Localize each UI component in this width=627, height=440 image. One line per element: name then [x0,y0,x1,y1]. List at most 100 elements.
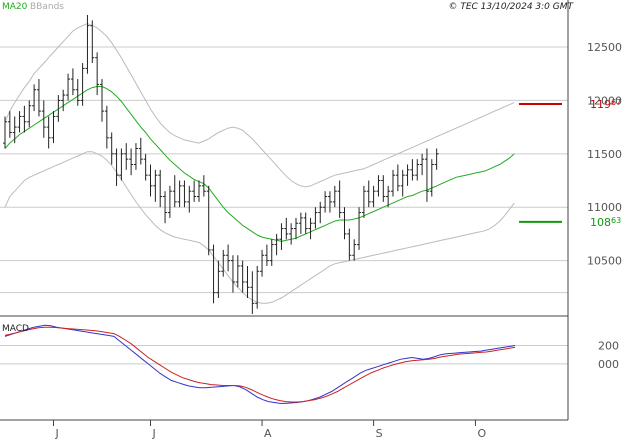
bollinger-bands [4,22,515,304]
ohlc-bar [230,255,235,293]
ohlc-bar [61,89,66,112]
ohlc-bar [381,175,386,202]
ohlc-bar [410,159,415,181]
ohlc-bar [386,185,391,208]
macd-line [4,324,516,404]
ohlc-bar [70,68,75,96]
price-bars [3,15,439,314]
ohlc-bar [347,228,352,261]
ohlc-bar [298,212,303,234]
ohlc-bar [323,191,328,213]
ohlc-bar [167,185,172,218]
ohlc-bar [17,111,22,133]
ohlc-bar [327,191,332,213]
ohlc-bar [56,95,61,122]
ma20-line [4,86,515,242]
ohlc-bar [332,185,337,208]
ohlc-bar [133,143,138,170]
bollinger-lower-line [4,151,515,304]
price-tick-label-1: 12000 [587,94,622,107]
x-tick-label-4: O [477,427,486,440]
ohlc-bar [85,15,90,74]
ohlc-bar [143,153,148,181]
ohlc-bar [36,79,41,117]
ohlc-bar [109,132,114,165]
ohlc-bar [235,255,240,288]
ohlc-bar [158,169,163,208]
ohlc-bar [424,148,429,202]
ohlc-bar [391,169,395,197]
ohlc-bar [434,148,439,170]
macd-tick-label-1: 000 [598,358,619,371]
ohlc-bar [95,52,100,96]
ohlc-bar [221,249,226,277]
ma-legend-label: MA20 [2,2,28,12]
ohlc-bar [245,265,250,298]
ohlc-bar [12,116,17,144]
ohlc-bar [124,143,129,170]
ohlc-bar [32,84,37,112]
ohlc-bar [80,63,85,106]
ohlc-bar [197,180,201,202]
ohlc-bar [119,148,124,181]
ohlc-bar [51,111,56,144]
ohlc-bar [90,20,95,64]
support-label: 10863 [590,216,621,229]
ohlc-bar [163,191,168,224]
macd-panel: MACD [0,324,568,404]
ohlc-bar [279,223,284,250]
ohlc-bar [318,201,323,224]
ohlc-bar [66,73,71,101]
ohlc-bar [226,244,231,272]
ohlc-bar [46,116,51,149]
ohlc-bar [104,105,109,149]
ohlc-bar [294,217,298,240]
ohlc-bar [289,223,294,245]
ohlc-bar [264,244,269,266]
ohlc-bar [192,180,197,202]
x-tick-label-3: S [376,427,383,440]
ohlc-bar [313,207,318,229]
ohlc-bar [260,249,265,277]
price-tick-label-3: 11000 [587,201,622,214]
bollinger-upper-line [4,22,515,188]
moving-average [4,86,515,242]
price-tick-label-0: 12500 [587,41,622,54]
ohlc-bar [415,159,420,181]
ohlc-bar [405,164,410,186]
x-tick-label-2: A [264,427,272,440]
price-tick-label-4: 10500 [587,255,622,268]
bbands-legend-label: BBands [30,2,64,12]
ohlc-bar [206,185,211,256]
ohlc-bar [187,185,192,213]
ohlc-bar [366,180,371,208]
ohlc-bar [255,265,260,309]
ohlc-bar [250,271,255,314]
ohlc-bar [352,239,357,261]
ohlc-bar [100,79,104,122]
ohlc-bar [240,260,245,293]
ohlc-bar [201,175,206,197]
ohlc-bar [429,159,434,197]
ohlc-bar [400,169,405,197]
ohlc-bar [274,233,279,256]
x-tick-label-1: J [152,427,156,440]
ohlc-bar [420,153,425,176]
x-tick-label-0: J [55,427,59,440]
ohlc-bar [371,185,376,208]
ohlc-bar [27,100,32,128]
macd-tick-label-0: 200 [598,340,619,353]
ohlc-bar [75,79,80,106]
ohlc-bar [357,207,362,250]
ohlc-bar [22,105,27,133]
ohlc-bar [138,137,143,165]
ohlc-bar [303,212,308,234]
ohlc-bar [342,207,347,240]
ohlc-bar [114,148,119,186]
price-levels: 11967 10863 [519,98,621,229]
copyright-text: © TEC 13/10/2024 3:0 GMT [448,2,574,12]
ohlc-bar [361,185,366,218]
signal-line [4,326,516,403]
ohlc-bar [308,217,313,240]
